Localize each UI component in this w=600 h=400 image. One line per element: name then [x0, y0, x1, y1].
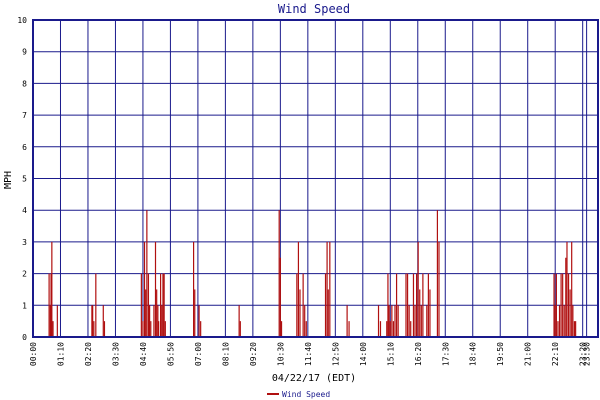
x-tick-label: 01:10 [56, 342, 65, 366]
x-tick-label: 14:00 [359, 342, 368, 366]
y-tick-label: 7 [22, 111, 27, 120]
x-tick-label: 16:20 [414, 342, 423, 366]
x-tick-label: 23:30 [583, 342, 592, 366]
x-axis-label: 04/22/17 (EDT) [272, 373, 356, 384]
x-tick-label: 00:00 [29, 342, 38, 366]
x-tick-label: 22:10 [551, 342, 560, 366]
x-tick-label: 15:10 [386, 342, 395, 366]
y-tick-labels: 0 1 2 3 4 5 6 7 8 9 10 [17, 16, 27, 342]
y-tick-label: 0 [22, 333, 27, 342]
y-tick-label: 5 [22, 175, 27, 184]
y-tick-label: 6 [22, 143, 27, 152]
y-tick-label: 2 [22, 270, 27, 279]
x-tick-label: 07:00 [194, 342, 203, 366]
grid-layer [32, 19, 598, 338]
plot-frame [32, 19, 599, 338]
y-tick-label: 8 [22, 79, 27, 88]
x-tick-label: 19:50 [496, 342, 505, 366]
y-tick-label: 10 [17, 16, 27, 25]
legend: Wind Speed [267, 390, 330, 399]
x-tick-label: 21:00 [524, 342, 533, 366]
x-tick-label: 02:20 [84, 342, 93, 366]
x-tick-label: 04:40 [139, 342, 148, 366]
y-tick-label: 9 [22, 48, 27, 57]
bars-layer [48, 210, 577, 337]
x-tick-label: 23:20 [579, 342, 588, 366]
x-tick-label: 11:40 [304, 342, 313, 366]
x-tick-labels: 00:00 01:10 02:20 03:30 04:40 05:50 07:00 08:10… [29, 342, 592, 366]
x-tick-label: 17:30 [441, 342, 450, 366]
x-tick-label: 10:30 [276, 342, 285, 366]
x-tick-label: 09:20 [249, 342, 258, 366]
legend-label: Wind Speed [282, 390, 330, 399]
y-axis-label: MPH [3, 171, 14, 189]
x-tick-label: 05:50 [166, 342, 175, 366]
x-tick-label: 12:50 [331, 342, 340, 366]
x-tick-label: 03:30 [111, 342, 120, 366]
y-tick-label: 3 [22, 238, 27, 247]
x-tick-label: 08:10 [221, 342, 230, 366]
y-tick-label: 4 [22, 206, 27, 215]
y-tick-label: 1 [22, 301, 27, 310]
x-tick-label: 18:40 [469, 342, 478, 366]
chart-title: Wind Speed [278, 2, 350, 16]
